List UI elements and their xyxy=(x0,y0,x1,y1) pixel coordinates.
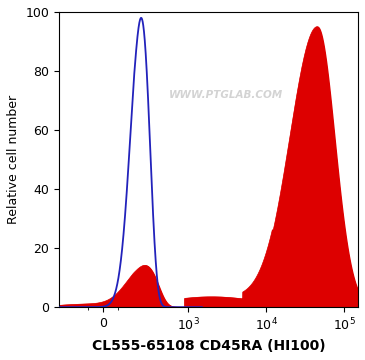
Y-axis label: Relative cell number: Relative cell number xyxy=(7,95,20,224)
X-axis label: CL555-65108 CD45RA (HI100): CL555-65108 CD45RA (HI100) xyxy=(92,339,325,353)
Text: WWW.PTGLAB.COM: WWW.PTGLAB.COM xyxy=(169,90,284,100)
